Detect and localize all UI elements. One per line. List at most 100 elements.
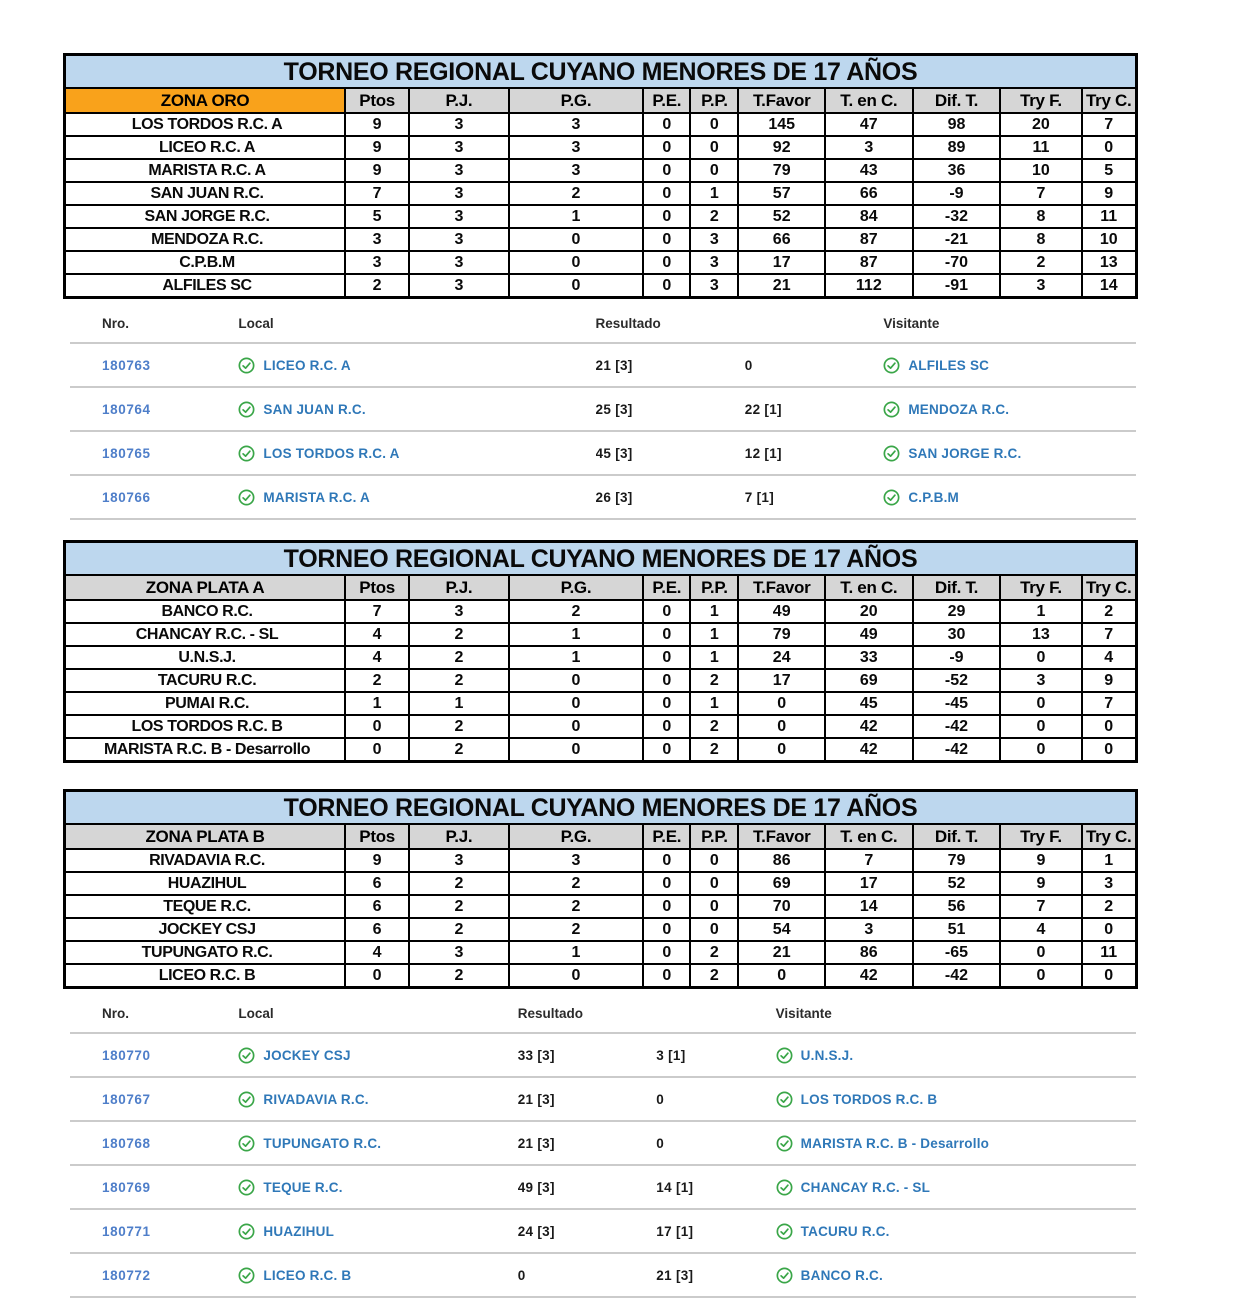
visitor-score: 17 [1] [656, 1223, 694, 1239]
stat-value: 0 [346, 716, 411, 739]
column-header: P.J. [410, 89, 510, 114]
visitor-team-link[interactable]: ALFILES SC [908, 357, 990, 373]
visitor-score-cell: 0 [656, 1136, 775, 1151]
match-number-link[interactable]: 180771 [102, 1223, 151, 1239]
match-number-link[interactable]: 180768 [102, 1135, 151, 1151]
stat-value: 9 [346, 850, 411, 873]
local-team-link[interactable]: LICEO R.C. B [263, 1267, 352, 1283]
visitor-team-link[interactable]: BANCO R.C. [800, 1267, 883, 1283]
stat-value: 0 [1104, 741, 1114, 758]
stat-value: 42 [826, 739, 914, 760]
match-number-link[interactable]: 180766 [102, 489, 151, 505]
stat-value: -45 [913, 693, 1002, 716]
match-number-link[interactable]: 180764 [102, 401, 151, 417]
team-name: TUPUNGATO R.C. [66, 942, 347, 965]
local-team-link[interactable]: HUAZIHUL [263, 1223, 335, 1239]
standings-row: LOS TORDOS R.C. B 0 2 0 0 2 0 42 -42 0 0 [66, 716, 1135, 739]
team-name: PUMAI R.C. [66, 693, 347, 716]
stat-value: 2 [346, 670, 411, 693]
zona-oro-section: TORNEO REGIONAL CUYANO MENORES DE 17 AÑO… [63, 53, 1138, 299]
stat-value: 11 [1082, 206, 1135, 229]
column-header: Dif. T. [913, 89, 1002, 114]
match-number-link[interactable]: 180765 [102, 445, 151, 461]
zona-plata-b-section: TORNEO REGIONAL CUYANO MENORES DE 17 AÑO… [63, 789, 1138, 989]
stat-value: 0 [644, 160, 692, 183]
visitor-score: 14 [1] [656, 1179, 694, 1195]
match-number-cell: 180768 [70, 1136, 238, 1151]
stat-value: 3 [410, 601, 510, 624]
local-score-cell: 21 [3] [518, 1092, 657, 1107]
local-team-link[interactable]: SAN JUAN R.C. [263, 401, 366, 417]
stat-value: 54 [739, 919, 826, 942]
check-icon [776, 1179, 793, 1196]
stat-value: 2 [509, 601, 645, 624]
column-header: P.G. [509, 825, 645, 850]
stat-value: 9 [1082, 670, 1135, 693]
visitor-team-link[interactable]: MARISTA R.C. B - Desarrollo [800, 1135, 990, 1151]
visitor-team-link[interactable]: C.P.B.M [908, 489, 960, 505]
match-row: 180764 SAN JUAN R.C. 25 [3] 22 [1] [70, 388, 1136, 432]
standings-header-row: ZONA PLATA B Ptos P.J. P.G. P.E. P.P. T.Favor… [66, 825, 1135, 850]
visitor-team-link[interactable]: MENDOZA R.C. [908, 401, 1010, 417]
visitor-team-link[interactable]: U.N.S.J. [800, 1047, 854, 1063]
column-header: P.E. [644, 89, 692, 114]
visitor-team-link[interactable]: SAN JORGE R.C. [908, 445, 1022, 461]
visitor-team-cell: MENDOZA R.C. [883, 401, 1136, 418]
local-score-cell: 33 [3] [518, 1048, 657, 1063]
visitor-score: 12 [1] [744, 445, 782, 461]
local-team-link[interactable]: MARISTA R.C. A [263, 489, 370, 505]
stat-value: 1 [691, 183, 740, 206]
visitor-score: 21 [3] [656, 1267, 694, 1283]
local-team-link[interactable]: TUPUNGATO R.C. [263, 1135, 382, 1151]
check-icon [238, 489, 255, 506]
visitor-team-link[interactable]: TACURU R.C. [800, 1223, 890, 1239]
local-team-link[interactable]: TEQUE R.C. [263, 1179, 343, 1195]
match-list-header: Nro. Local Resultado Visitante [70, 303, 1136, 344]
local-team-link[interactable]: JOCKEY CSJ [263, 1047, 351, 1063]
local-team-link[interactable]: RIVADAVIA R.C. [263, 1091, 369, 1107]
stat-value: 1 [509, 647, 645, 670]
stat-value: -42 [913, 716, 1002, 739]
stat-value: 2 [410, 670, 510, 693]
local-team-link[interactable]: LOS TORDOS R.C. A [263, 445, 400, 461]
visitor-score-cell: 3 [1] [656, 1048, 775, 1063]
visitor-score-cell: 14 [1] [656, 1180, 775, 1195]
stat-value: 9 [346, 114, 411, 137]
visitor-team-cell: BANCO R.C. [776, 1267, 1136, 1284]
match-number-link[interactable]: 180767 [102, 1091, 151, 1107]
team-name: ALFILES SC [66, 275, 347, 296]
zone-label: ZONA PLATA B [66, 825, 347, 850]
team-name: C.P.B.M [66, 252, 347, 275]
stat-value: 0 [1001, 739, 1083, 760]
local-team-link[interactable]: LICEO R.C. A [263, 357, 351, 373]
stat-value: 1 [509, 624, 645, 647]
stat-value: 7 [1001, 896, 1083, 919]
stat-value: 0 [739, 965, 826, 986]
match-number-link[interactable]: 180763 [102, 357, 151, 373]
stat-value: 17 [739, 252, 826, 275]
stat-value: 112 [826, 275, 914, 296]
visitor-team-link[interactable]: LOS TORDOS R.C. B [800, 1091, 938, 1107]
team-name: RIVADAVIA R.C. [66, 850, 347, 873]
local-score: 33 [3] [517, 1047, 555, 1063]
visitor-team-link[interactable]: CHANCAY R.C. - SL [800, 1179, 931, 1195]
stat-value: 0 [739, 716, 826, 739]
column-header: Dif. T. [913, 825, 1002, 850]
match-row: 180771 HUAZIHUL 24 [3] 17 [1] [70, 1210, 1136, 1254]
stat-value: 0 [644, 693, 692, 716]
match-number-link[interactable]: 180772 [102, 1267, 151, 1283]
standings-row: TACURU R.C. 2 2 0 0 2 17 69 -52 3 9 [66, 670, 1135, 693]
stat-value: 3 [825, 919, 914, 942]
stat-value: 11 [1082, 942, 1135, 965]
stat-value: 0 [1082, 716, 1135, 739]
stat-value: 2 [691, 965, 740, 986]
match-number-link[interactable]: 180770 [102, 1047, 151, 1063]
stat-value: 0 [691, 919, 740, 942]
stat-value: 1 [691, 601, 740, 624]
standings-row: MARISTA R.C. A 9 3 3 0 0 79 43 36 10 5 [66, 160, 1135, 183]
stat-value: 2 [410, 919, 510, 942]
match-number-link[interactable]: 180769 [102, 1179, 151, 1195]
stat-value: 0 [644, 114, 692, 137]
stat-value: 2 [410, 647, 510, 670]
column-header: Try C. [1082, 825, 1135, 850]
